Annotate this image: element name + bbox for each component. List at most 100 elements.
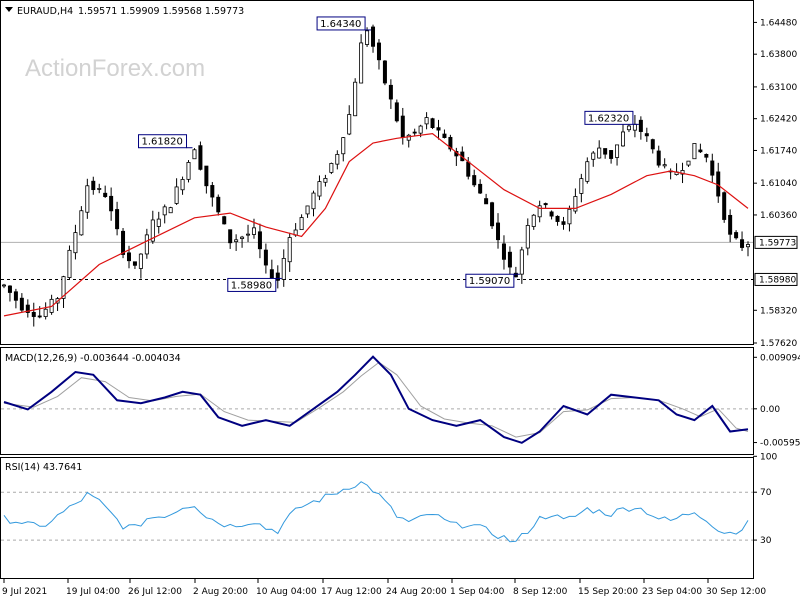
- price-grid: [1, 241, 753, 280]
- time-tick-label: 26 Jul 12:00: [128, 587, 182, 597]
- candle-body: [31, 311, 36, 317]
- candle-body: [251, 227, 256, 235]
- candle-body: [25, 304, 30, 313]
- candle-body: [210, 185, 215, 198]
- candle-body: [573, 196, 578, 212]
- candle-body: [365, 30, 370, 45]
- candle-body: [704, 154, 709, 158]
- rsi-tick-label: 100: [760, 452, 777, 462]
- candle-body: [507, 251, 512, 268]
- candle-body: [174, 186, 179, 204]
- price-tick-label: 1.63100: [760, 83, 797, 93]
- candle-body: [269, 269, 274, 279]
- candle-body: [549, 211, 554, 217]
- candle-body: [353, 81, 358, 117]
- candlestick-series: [2, 24, 751, 327]
- candle-body: [478, 183, 483, 194]
- candle-body: [144, 234, 149, 255]
- candle-body: [359, 42, 364, 84]
- time-tick-label: 24 Aug 20:00: [386, 587, 447, 597]
- candle-body: [740, 239, 745, 248]
- candle-body: [626, 125, 631, 131]
- annotation-label: 1.62320: [588, 113, 629, 124]
- candle-body: [692, 143, 697, 160]
- annotation-box: [227, 277, 277, 292]
- price-tick-label: 1.62420: [760, 115, 797, 125]
- candle-body: [496, 222, 501, 241]
- candle-body: [555, 215, 560, 222]
- price-tick-label: 1.63800: [760, 50, 797, 60]
- price-tick-label: 1.57620: [760, 339, 797, 349]
- candle-body: [287, 237, 292, 263]
- candle-body: [436, 127, 441, 131]
- candle-body: [2, 284, 7, 287]
- moving-average-line: [3, 132, 749, 317]
- candle-body: [257, 231, 262, 250]
- candle-body: [746, 244, 751, 248]
- rsi-tick-label: 70: [760, 488, 772, 498]
- annotation-box: [465, 273, 515, 288]
- candle-body: [734, 232, 739, 239]
- candle-body: [132, 261, 137, 266]
- candle-body: [97, 188, 102, 190]
- annotation-label: 1.61820: [142, 137, 183, 148]
- candle-body: [579, 178, 584, 194]
- rsi-series: [1, 481, 753, 543]
- candle-body: [376, 42, 381, 61]
- candle-body: [644, 133, 649, 137]
- time-tick-label: 8 Sep 12:00: [513, 587, 568, 597]
- candle-body: [347, 114, 352, 135]
- annotation-box: [138, 134, 188, 149]
- rsi-label: RSI(14) 43.7641: [5, 462, 82, 473]
- candle-body: [37, 315, 42, 318]
- candle-body: [525, 225, 530, 249]
- candle-body: [537, 205, 542, 218]
- macd-main-line: [3, 355, 749, 444]
- candle-body: [156, 218, 161, 227]
- price-tag-label: 1.59773: [759, 238, 796, 248]
- dropdown-triangle-icon[interactable]: [5, 7, 13, 12]
- candle-body: [341, 137, 346, 155]
- candle-body: [710, 160, 715, 176]
- candle-body: [638, 119, 643, 132]
- candle-body: [67, 249, 72, 278]
- candle-body: [192, 149, 197, 160]
- candle-body: [472, 175, 477, 186]
- candle-body: [7, 285, 12, 293]
- candle-body: [19, 297, 24, 311]
- ohlc-label: 1.59571 1.59909 1.59568 1.59773: [78, 6, 244, 17]
- candle-body: [567, 208, 572, 225]
- candle-body: [216, 196, 221, 213]
- candle-body: [621, 131, 626, 147]
- candle-body: [728, 214, 733, 235]
- rsi-tick-label: 30: [760, 536, 772, 546]
- candle-body: [680, 170, 685, 175]
- candle-body: [180, 179, 185, 191]
- candle-body: [109, 195, 114, 212]
- price-tick-label: 1.61740: [760, 146, 797, 156]
- candle-body: [234, 239, 239, 243]
- macd-label: MACD(12,26,9) -0.003644 -0.004034: [5, 353, 181, 364]
- rsi-axis: 100 70 30: [753, 452, 777, 546]
- candle-body: [400, 115, 405, 138]
- candle-body: [484, 198, 489, 205]
- candle-body: [585, 161, 590, 182]
- candle-body: [85, 185, 90, 213]
- candle-body: [501, 243, 506, 260]
- candle-body: [311, 192, 316, 210]
- candle-body: [150, 219, 155, 242]
- candle-body: [424, 117, 429, 125]
- candle-body: [168, 207, 173, 214]
- candle-body: [335, 154, 340, 165]
- time-tick-label: 9 Jul 2021: [2, 587, 47, 597]
- candle-body: [138, 253, 143, 269]
- candle-body: [246, 233, 251, 236]
- candle-body: [305, 205, 310, 215]
- candle-body: [126, 252, 131, 262]
- candle-body: [103, 192, 108, 198]
- macd-series: [1, 355, 753, 444]
- candle-body: [388, 84, 393, 100]
- candle-body: [430, 118, 435, 129]
- candle-body: [186, 162, 191, 180]
